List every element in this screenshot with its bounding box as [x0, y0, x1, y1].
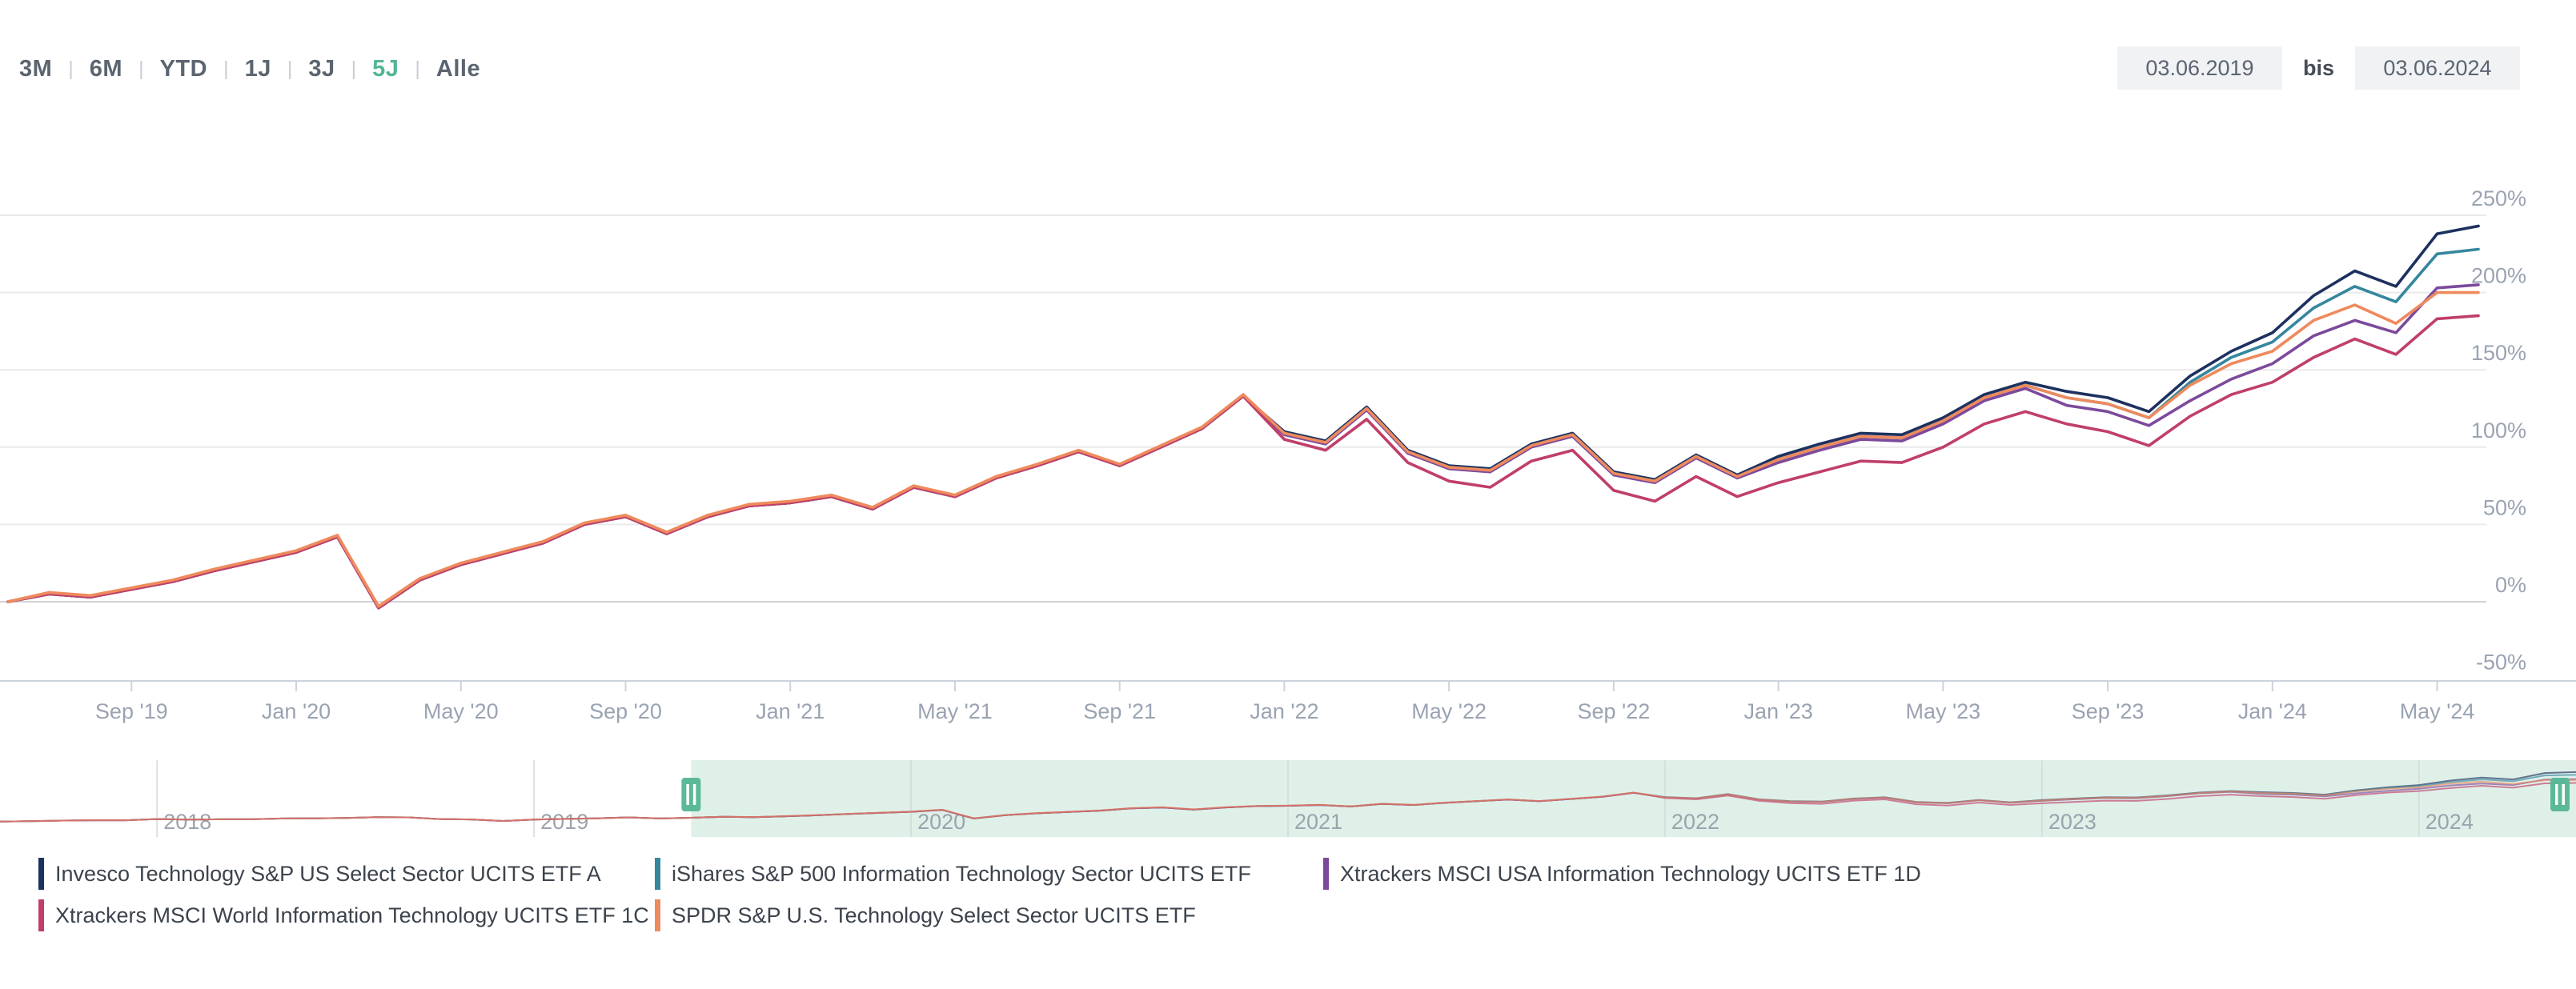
x-axis-label: Jan '20: [262, 699, 331, 723]
range-separator: |: [68, 58, 74, 80]
navigator-year-label: 2019: [540, 810, 588, 834]
legend-label: Xtrackers MSCI USA Information Technolog…: [1340, 861, 1921, 886]
y-axis-label-250: 250%: [2471, 186, 2526, 210]
legend-color-marker: [38, 858, 44, 890]
navigator-year-label: 2024: [2426, 810, 2474, 834]
navigator-left-handle-grip: [692, 784, 696, 805]
navigator-right-handle[interactable]: [2550, 778, 2570, 811]
navigator-left-handle-grip: [686, 784, 689, 805]
range-button-6m[interactable]: 6M: [89, 56, 123, 82]
legend-color-marker: [38, 899, 44, 931]
navigator-right-handle-body[interactable]: [2550, 778, 2570, 811]
legend-item[interactable]: Invesco Technology S&P US Select Sector …: [38, 858, 655, 890]
legend-color-marker: [1323, 858, 1329, 890]
x-axis-label: Sep '22: [1578, 699, 1651, 723]
y-axis-label-100: 100%: [2471, 418, 2526, 442]
range-separator: |: [287, 58, 293, 80]
date-range-picker: 03.06.2019 bis 03.06.2024: [2117, 46, 2520, 90]
x-axis-label: May '22: [1411, 699, 1487, 723]
legend-label: iShares S&P 500 Information Technology S…: [672, 861, 1251, 886]
legend-color-marker: [655, 858, 660, 890]
navigator-year-label: 2018: [163, 810, 211, 834]
x-axis-label: Sep '23: [2072, 699, 2145, 723]
navigator-year-label: 2023: [2048, 810, 2097, 834]
range-separator: |: [223, 58, 229, 80]
navigator-series-line-4: [0, 779, 2576, 823]
series-line-4: [6, 290, 2480, 608]
x-axis-label: Sep '21: [1083, 699, 1156, 723]
x-axis-label: Sep '19: [95, 699, 168, 723]
x-axis-label: Jan '23: [1744, 699, 1813, 723]
navigator-right-handle-grip: [2555, 784, 2558, 805]
navigator-selected-range[interactable]: [691, 760, 2576, 837]
range-separator: |: [138, 58, 144, 80]
range-selector: 3M | 6M | YTD | 1J | 3J | 5J | Alle: [19, 56, 480, 82]
series-line-1: [6, 247, 2480, 610]
range-separator: |: [415, 58, 420, 80]
y-axis-label--50: -50%: [2476, 651, 2526, 675]
navigator-left-handle-body[interactable]: [681, 778, 701, 811]
series-line-0: [6, 224, 2480, 610]
x-axis-label: May '21: [917, 699, 993, 723]
x-axis-label: Jan '22: [1250, 699, 1318, 723]
navigator-left-handle[interactable]: [681, 778, 701, 811]
range-button-alle[interactable]: Alle: [435, 56, 481, 82]
y-axis-label-0: 0%: [2495, 573, 2526, 597]
date-from-field[interactable]: 03.06.2019: [2117, 46, 2282, 90]
legend: Invesco Technology S&P US Select Sector …: [38, 858, 1921, 931]
range-button-ytd[interactable]: YTD: [159, 56, 208, 82]
x-axis-label: Jan '21: [756, 699, 825, 723]
date-range-separator-label: bis: [2302, 55, 2334, 80]
x-axis-label: May '20: [423, 699, 499, 723]
range-button-3m[interactable]: 3M: [19, 56, 53, 82]
range-button-1j[interactable]: 1J: [244, 56, 271, 82]
legend-color-marker: [655, 899, 660, 931]
y-axis-label-150: 150%: [2471, 341, 2526, 365]
navigator-year-label: 2021: [1294, 810, 1342, 834]
x-axis-label: Jan '24: [2238, 699, 2307, 723]
series-line-3: [6, 314, 2480, 610]
navigator-year-label: 2022: [1671, 810, 1719, 834]
range-separator: |: [351, 58, 357, 80]
x-axis-label: May '24: [2400, 699, 2475, 723]
y-axis-label-200: 200%: [2471, 264, 2526, 288]
legend-label: Invesco Technology S&P US Select Sector …: [55, 861, 601, 886]
date-to-field[interactable]: 03.06.2024: [2355, 46, 2520, 90]
x-axis-label: May '23: [1905, 699, 1980, 723]
legend-label: SPDR S&P U.S. Technology Select Sector U…: [672, 903, 1196, 927]
legend-item[interactable]: Xtrackers MSCI USA Information Technolog…: [1323, 858, 1921, 890]
legend-item[interactable]: SPDR S&P U.S. Technology Select Sector U…: [655, 899, 1323, 931]
legend-item[interactable]: iShares S&P 500 Information Technology S…: [655, 858, 1323, 890]
range-button-3j[interactable]: 3J: [308, 56, 335, 82]
x-axis-label: Sep '20: [589, 699, 662, 723]
navigator-right-handle-grip: [2562, 784, 2565, 805]
y-axis-label-50: 50%: [2483, 495, 2526, 519]
range-button-5j[interactable]: 5J: [372, 56, 399, 82]
legend-item[interactable]: Xtrackers MSCI World Information Technol…: [38, 899, 655, 931]
legend-label: Xtrackers MSCI World Information Technol…: [55, 903, 649, 927]
